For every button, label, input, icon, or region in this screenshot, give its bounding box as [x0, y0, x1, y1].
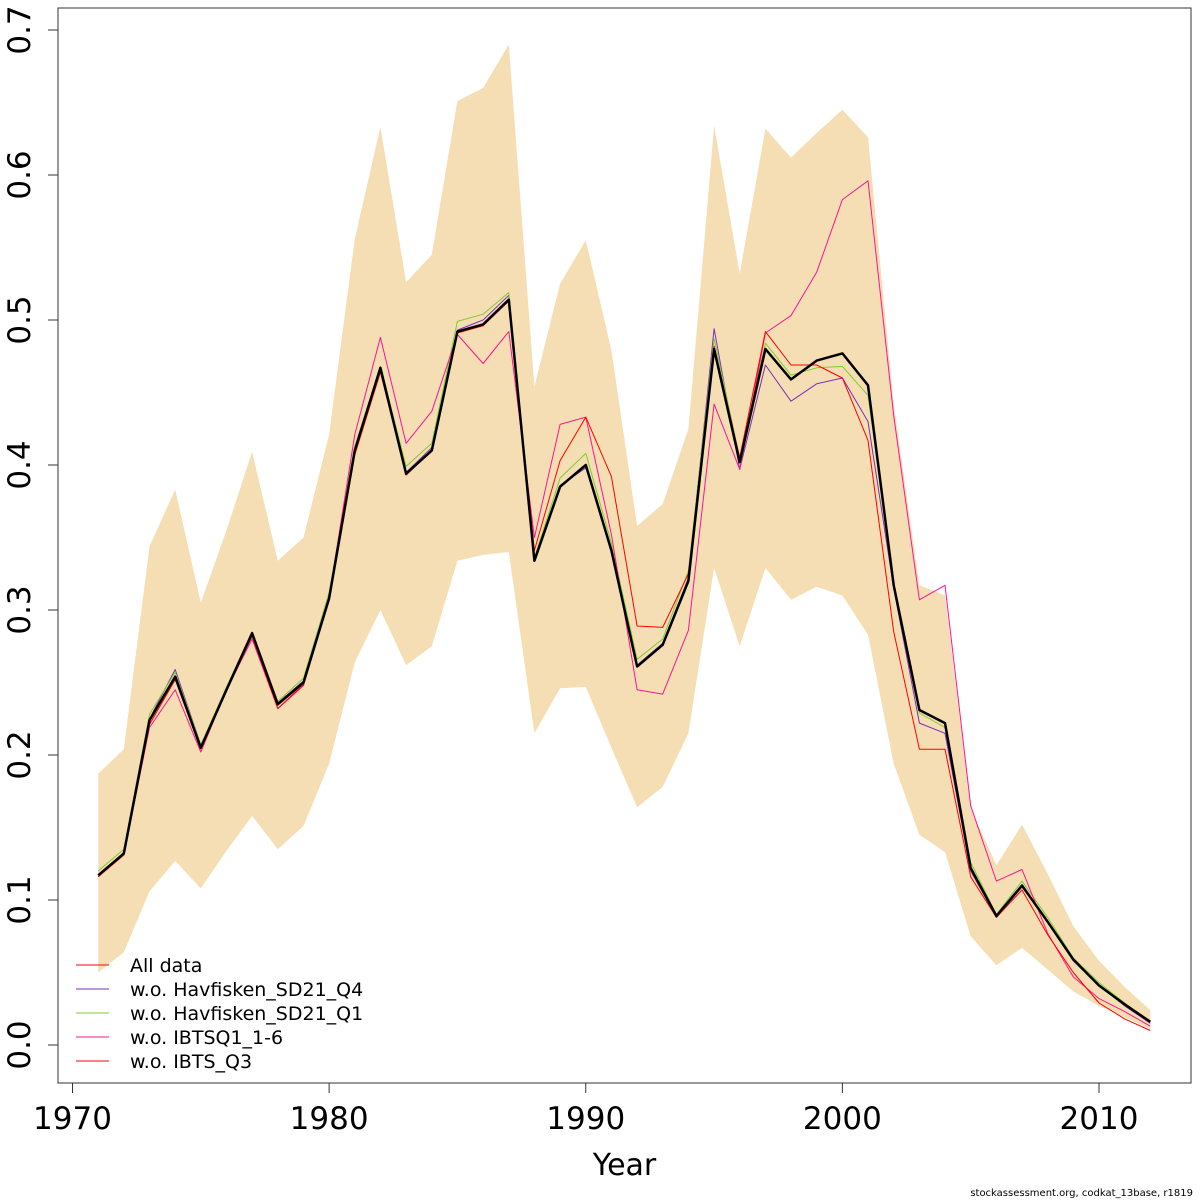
legend-label: w.o. Havfisken_SD21_Q1: [130, 1003, 363, 1025]
x-tick-label: 2000: [803, 1101, 882, 1137]
x-axis: 1970 1980 1990 2000 2010: [33, 1082, 1139, 1137]
legend-label: w.o. IBTSQ1_1-6: [130, 1027, 283, 1049]
x-tick-label: 2010: [1060, 1101, 1139, 1137]
legend-label: All data: [130, 955, 202, 977]
legend-label: w.o. Havfisken_SD21_Q4: [130, 979, 363, 1001]
y-tick-label: 0.5: [2, 295, 38, 344]
confidence-band: [98, 44, 1151, 1029]
x-tick-label: 1970: [33, 1101, 112, 1137]
y-tick-label: 0.6: [2, 150, 38, 199]
footer-credit: stockassessment.org, codkat_13base, r181…: [970, 1188, 1193, 1199]
y-tick-label: 0.0: [2, 1020, 38, 1069]
x-tick-label: 1990: [546, 1101, 625, 1137]
series-line-w-o-ibts-q3: [97, 300, 1151, 1031]
y-tick-label: 0.4: [2, 440, 38, 489]
series-layer: [97, 180, 1152, 1031]
y-axis: 0.0 0.1 0.2 0.3 0.4 0.5 0.6 0.7: [2, 5, 59, 1070]
series-line-all-data: [97, 298, 1152, 1023]
y-tick-label: 0.3: [2, 585, 38, 634]
confidence-band-layer: [98, 44, 1151, 1029]
x-tick-label: 1980: [290, 1101, 369, 1137]
x-axis-title: Year: [592, 1148, 657, 1183]
legend-label: w.o. IBTS_Q3: [130, 1051, 252, 1073]
y-tick-label: 0.7: [2, 5, 38, 54]
y-tick-label: 0.2: [2, 730, 38, 779]
y-tick-label: 0.1: [2, 875, 38, 924]
